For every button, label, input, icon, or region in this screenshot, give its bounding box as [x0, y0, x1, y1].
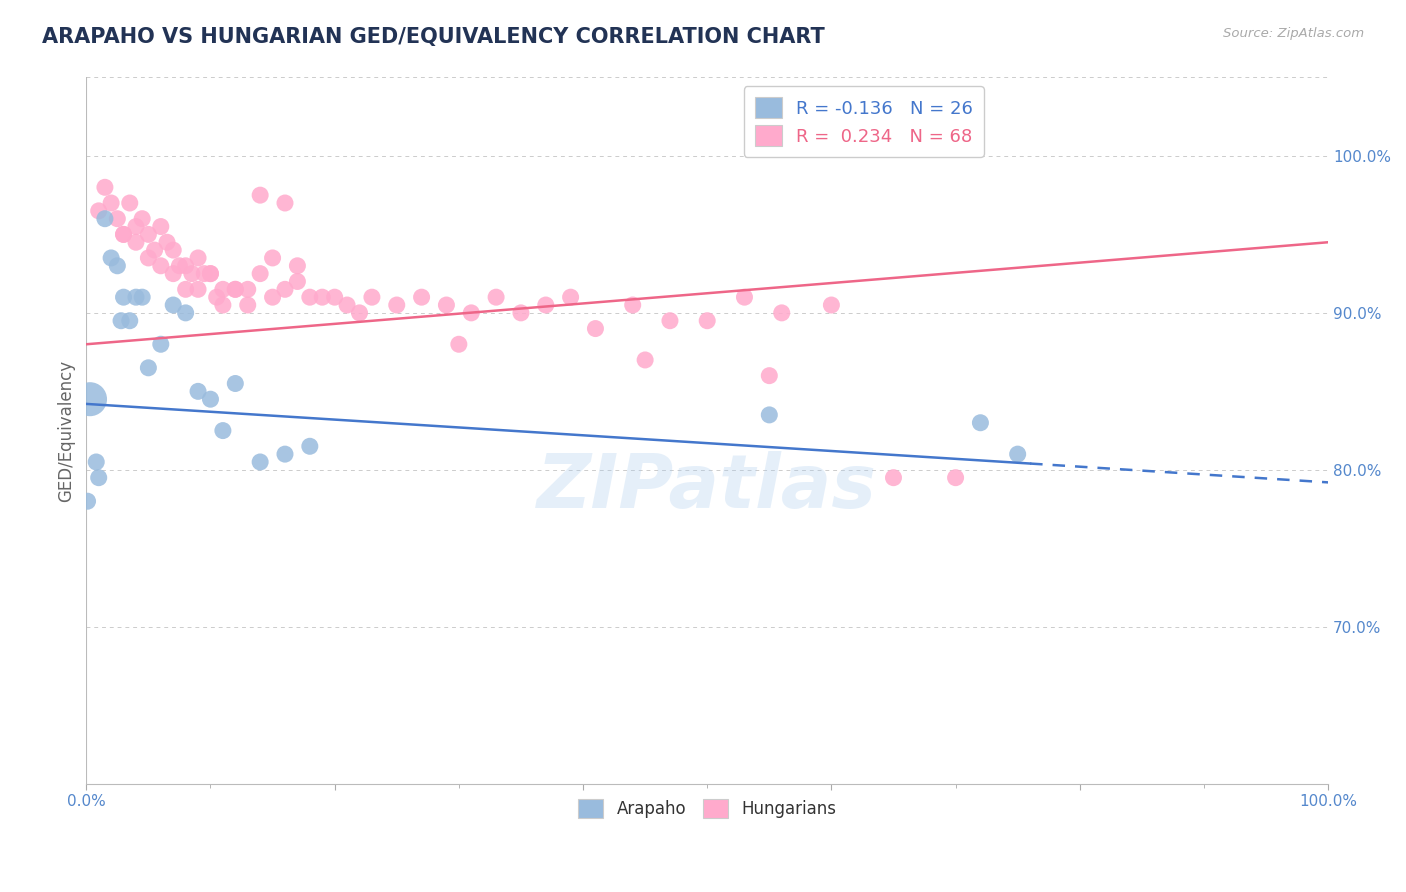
- Point: [820, 298, 842, 312]
- Point: [411, 290, 433, 304]
- Point: [105, 259, 128, 273]
- Point: [205, 290, 228, 304]
- Point: [249, 455, 271, 469]
- Point: [945, 471, 967, 485]
- Point: [112, 290, 135, 304]
- Point: [385, 298, 408, 312]
- Y-axis label: GED/Equivalency: GED/Equivalency: [58, 359, 75, 501]
- Point: [180, 267, 202, 281]
- Point: [84, 455, 107, 469]
- Point: [621, 298, 644, 312]
- Point: [112, 227, 135, 242]
- Point: [200, 392, 222, 407]
- Point: [287, 259, 309, 273]
- Text: ARAPAHO VS HUNGARIAN GED/EQUIVALENCY CORRELATION CHART: ARAPAHO VS HUNGARIAN GED/EQUIVALENCY COR…: [42, 27, 825, 46]
- Point: [274, 196, 297, 211]
- Point: [298, 439, 321, 453]
- Point: [118, 314, 141, 328]
- Text: Source: ZipAtlas.com: Source: ZipAtlas.com: [1223, 27, 1364, 40]
- Point: [349, 306, 371, 320]
- Point: [169, 259, 191, 273]
- Point: [174, 306, 197, 320]
- Point: [94, 180, 117, 194]
- Point: [193, 267, 215, 281]
- Point: [274, 447, 297, 461]
- Point: [87, 471, 110, 485]
- Point: [200, 267, 222, 281]
- Point: [125, 290, 148, 304]
- Point: [696, 314, 718, 328]
- Point: [287, 275, 309, 289]
- Point: [249, 267, 271, 281]
- Point: [149, 219, 172, 234]
- Point: [560, 290, 582, 304]
- Point: [733, 290, 755, 304]
- Point: [212, 298, 235, 312]
- Point: [236, 282, 259, 296]
- Point: [447, 337, 470, 351]
- Point: [758, 368, 780, 383]
- Text: ZIPatlas: ZIPatlas: [537, 450, 877, 524]
- Point: [200, 267, 222, 281]
- Point: [212, 424, 235, 438]
- Point: [187, 384, 209, 399]
- Point: [100, 251, 122, 265]
- Point: [162, 267, 184, 281]
- Point: [460, 306, 482, 320]
- Point: [262, 251, 284, 265]
- Point: [361, 290, 384, 304]
- Point: [138, 360, 160, 375]
- Point: [510, 306, 533, 320]
- Point: [758, 408, 780, 422]
- Point: [1007, 447, 1029, 461]
- Point: [585, 321, 607, 335]
- Point: [131, 290, 153, 304]
- Point: [224, 282, 246, 296]
- Point: [162, 243, 184, 257]
- Point: [112, 227, 135, 242]
- Point: [274, 282, 297, 296]
- Point: [118, 196, 141, 211]
- Point: [100, 196, 122, 211]
- Point: [131, 211, 153, 226]
- Point: [262, 290, 284, 304]
- Point: [105, 211, 128, 226]
- Point: [138, 251, 160, 265]
- Point: [110, 314, 132, 328]
- Point: [323, 290, 346, 304]
- Point: [236, 298, 259, 312]
- Point: [87, 203, 110, 218]
- Point: [174, 282, 197, 296]
- Point: [138, 227, 160, 242]
- Point: [634, 353, 657, 368]
- Point: [249, 188, 271, 202]
- Point: [770, 306, 793, 320]
- Point: [174, 259, 197, 273]
- Point: [149, 337, 172, 351]
- Point: [125, 219, 148, 234]
- Point: [882, 471, 904, 485]
- Point: [76, 494, 98, 508]
- Point: [149, 259, 172, 273]
- Point: [187, 282, 209, 296]
- Point: [336, 298, 359, 312]
- Point: [125, 235, 148, 250]
- Point: [534, 298, 557, 312]
- Point: [436, 298, 458, 312]
- Point: [156, 235, 179, 250]
- Point: [659, 314, 682, 328]
- Point: [224, 282, 246, 296]
- Point: [298, 290, 321, 304]
- Point: [224, 376, 246, 391]
- Legend: Arapaho, Hungarians: Arapaho, Hungarians: [572, 792, 842, 825]
- Point: [94, 211, 117, 226]
- Point: [212, 282, 235, 296]
- Point: [969, 416, 991, 430]
- Point: [162, 298, 184, 312]
- Point: [311, 290, 333, 304]
- Point: [187, 251, 209, 265]
- Point: [485, 290, 508, 304]
- Point: [79, 392, 101, 407]
- Point: [143, 243, 166, 257]
